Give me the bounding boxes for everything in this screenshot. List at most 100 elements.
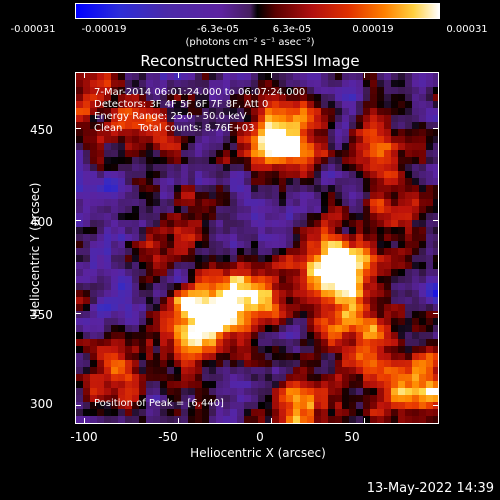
heatmap-cell — [258, 234, 265, 241]
heatmap-cell — [426, 423, 433, 424]
heatmap-cell — [272, 171, 279, 178]
y-tick-mark — [75, 127, 81, 129]
heatmap-cell — [412, 325, 419, 332]
heatmap-plot: 7-Mar-2014 06:01:24.000 to 06:07:24.000 … — [75, 72, 439, 424]
heatmap-cell — [181, 339, 188, 346]
heatmap-cell — [209, 234, 216, 241]
heatmap-cell — [391, 136, 398, 143]
heatmap-cell — [307, 297, 314, 304]
heatmap-cell — [251, 157, 258, 164]
heatmap-cell — [216, 241, 223, 248]
heatmap-cell — [314, 339, 321, 346]
heatmap-cell — [209, 157, 216, 164]
heatmap-cell — [307, 388, 314, 395]
heatmap-cell — [97, 220, 104, 227]
heatmap-cell — [216, 171, 223, 178]
heatmap-cell — [160, 297, 167, 304]
heatmap-cell — [195, 206, 202, 213]
heatmap-cell — [83, 367, 90, 374]
heatmap-cell — [279, 248, 286, 255]
heatmap-cell — [405, 101, 412, 108]
heatmap-cell — [83, 262, 90, 269]
heatmap-cell — [251, 360, 258, 367]
heatmap-cell — [139, 192, 146, 199]
heatmap-cell — [314, 150, 321, 157]
heatmap-cell — [139, 73, 146, 80]
heatmap-cell — [174, 360, 181, 367]
heatmap-cell — [202, 143, 209, 150]
heatmap-cell — [377, 318, 384, 325]
heatmap-cell — [139, 241, 146, 248]
heatmap-cell — [244, 269, 251, 276]
heatmap-cell — [104, 325, 111, 332]
heatmap-cell — [265, 150, 272, 157]
heatmap-cell — [377, 157, 384, 164]
heatmap-cell — [279, 73, 286, 80]
heatmap-cell — [244, 381, 251, 388]
heatmap-cell — [265, 269, 272, 276]
heatmap-cell — [349, 374, 356, 381]
heatmap-cell — [104, 101, 111, 108]
heatmap-cell — [405, 395, 412, 402]
heatmap-cell — [216, 199, 223, 206]
heatmap-cell — [118, 115, 125, 122]
heatmap-cell — [104, 136, 111, 143]
heatmap-cell — [195, 374, 202, 381]
heatmap-cell — [356, 353, 363, 360]
heatmap-cell — [174, 269, 181, 276]
heatmap-cell — [265, 276, 272, 283]
heatmap-cell — [279, 143, 286, 150]
heatmap-cell — [125, 325, 132, 332]
heatmap-cell — [195, 199, 202, 206]
heatmap-cell — [230, 108, 237, 115]
heatmap-cell — [76, 227, 83, 234]
heatmap-cell — [433, 353, 438, 360]
heatmap-cell — [146, 416, 153, 423]
heatmap-cell — [377, 101, 384, 108]
heatmap-cell — [181, 374, 188, 381]
heatmap-cell — [356, 178, 363, 185]
heatmap-cell — [384, 220, 391, 227]
heatmap-cell — [209, 248, 216, 255]
heatmap-cell — [293, 122, 300, 129]
heatmap-cell — [160, 318, 167, 325]
heatmap-cell — [216, 276, 223, 283]
heatmap-cell — [377, 374, 384, 381]
heatmap-cell — [363, 332, 370, 339]
heatmap-cell — [433, 395, 438, 402]
heatmap-cell — [300, 290, 307, 297]
heatmap-cell — [265, 325, 272, 332]
heatmap-cell — [398, 325, 405, 332]
colorbar — [75, 3, 440, 19]
heatmap-cell — [405, 206, 412, 213]
heatmap-cell — [202, 423, 209, 424]
heatmap-cell — [139, 395, 146, 402]
heatmap-cell — [321, 199, 328, 206]
heatmap-cell — [181, 395, 188, 402]
heatmap-cell — [265, 122, 272, 129]
heatmap-cell — [335, 416, 342, 423]
heatmap-cell — [363, 164, 370, 171]
heatmap-cell — [265, 80, 272, 87]
heatmap-cell — [160, 150, 167, 157]
heatmap-cell — [279, 122, 286, 129]
heatmap-cell — [433, 108, 438, 115]
heatmap-cell — [356, 346, 363, 353]
heatmap-cell — [363, 94, 370, 101]
heatmap-cell — [398, 346, 405, 353]
heatmap-cell — [195, 325, 202, 332]
heatmap-cell — [90, 283, 97, 290]
heatmap-cell — [349, 213, 356, 220]
heatmap-cell — [258, 339, 265, 346]
heatmap-cell — [398, 192, 405, 199]
heatmap-cell — [377, 367, 384, 374]
heatmap-cell — [272, 395, 279, 402]
heatmap-cell — [363, 346, 370, 353]
heatmap-cell — [426, 199, 433, 206]
heatmap-cell — [286, 213, 293, 220]
heatmap-cell — [251, 332, 258, 339]
heatmap-cell — [370, 213, 377, 220]
heatmap-cell — [188, 402, 195, 409]
heatmap-cell — [132, 367, 139, 374]
heatmap-cell — [398, 360, 405, 367]
